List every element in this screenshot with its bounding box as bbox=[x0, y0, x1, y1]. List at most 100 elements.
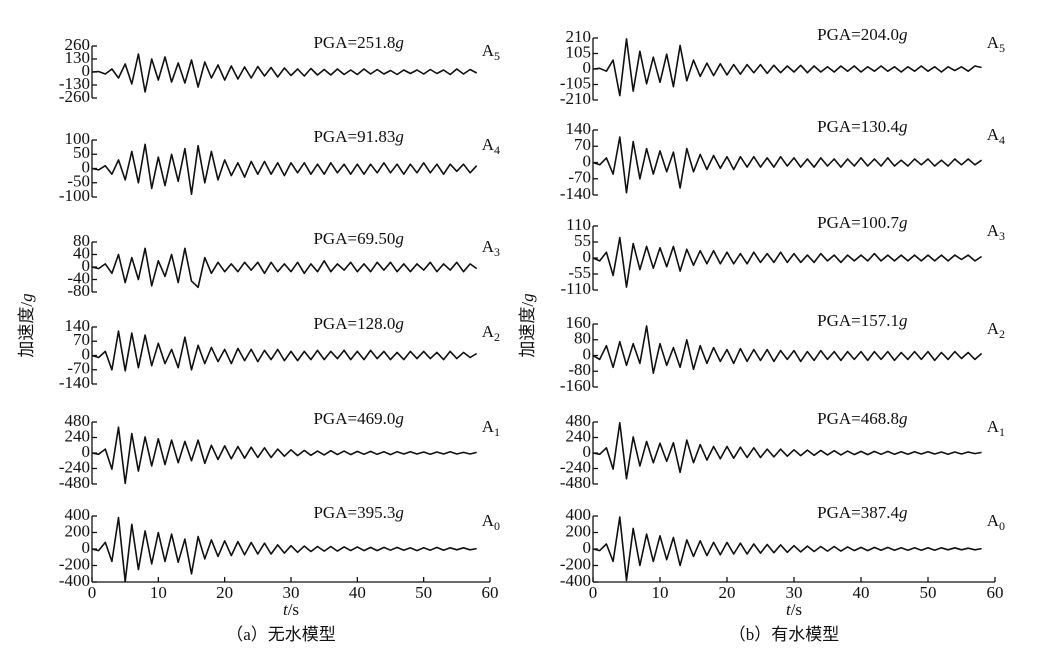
y-tick-label: 140 bbox=[566, 119, 592, 138]
pga-annotation: PGA=251.8g bbox=[313, 33, 403, 52]
x-axis-label: t/s bbox=[786, 600, 802, 619]
y-tick-label: -80 bbox=[568, 360, 591, 379]
x-tick-label: 50 bbox=[415, 583, 432, 602]
acceleration-trace bbox=[592, 422, 982, 480]
y-tick-label: -105 bbox=[560, 73, 591, 92]
x-tick-label: 10 bbox=[150, 583, 167, 602]
y-tick-label: 100 bbox=[65, 129, 91, 148]
y-tick-label: -55 bbox=[568, 263, 591, 282]
x-tick-label: 0 bbox=[589, 583, 598, 602]
station-label: A5 bbox=[482, 41, 500, 63]
y-tick-label: -100 bbox=[59, 186, 90, 205]
y-tick-label: 50 bbox=[73, 143, 90, 162]
y-tick-label: 480 bbox=[566, 411, 592, 430]
pga-annotation: PGA=468.8g bbox=[817, 409, 907, 428]
y-tick-label: 0 bbox=[82, 256, 91, 275]
station-label: A4 bbox=[482, 135, 500, 157]
y-tick-label: 160 bbox=[566, 313, 592, 332]
pga-annotation: PGA=395.3g bbox=[313, 503, 403, 522]
pga-annotation: PGA=100.7g bbox=[817, 213, 907, 232]
x-tick-label: 20 bbox=[216, 583, 233, 602]
y-tick-label: -140 bbox=[59, 373, 90, 392]
y-tick-label: -260 bbox=[59, 87, 90, 106]
y-tick-label: 0 bbox=[583, 442, 592, 461]
pga-annotation: PGA=204.0g bbox=[817, 25, 907, 44]
y-tick-label: 0 bbox=[583, 58, 592, 77]
y-tick-label: 0 bbox=[583, 247, 592, 266]
acceleration-trace bbox=[592, 236, 983, 288]
pga-annotation: PGA=91.83g bbox=[313, 127, 403, 146]
x-tick-label: 40 bbox=[349, 583, 366, 602]
y-tick-label: -400 bbox=[560, 571, 591, 590]
y-tick-label: -130 bbox=[59, 74, 90, 93]
y-tick-label: 55 bbox=[574, 231, 591, 250]
station-label: A1 bbox=[987, 417, 1005, 439]
pga-annotation: PGA=387.4g bbox=[817, 503, 907, 522]
y-tick-label: 105 bbox=[566, 42, 592, 61]
pga-annotation: PGA=130.4g bbox=[817, 117, 907, 136]
y-tick-label: 260 bbox=[65, 35, 91, 54]
x-tick-label: 30 bbox=[283, 583, 300, 602]
y-tick-label: 240 bbox=[566, 426, 592, 445]
y-tick-label: -240 bbox=[560, 457, 591, 476]
y-tick-label: -200 bbox=[59, 554, 90, 573]
acceleration-trace bbox=[592, 136, 983, 194]
y-tick-label: -240 bbox=[59, 457, 90, 476]
station-label: A5 bbox=[987, 33, 1005, 55]
pga-annotation: PGA=128.0g bbox=[313, 314, 403, 333]
acceleration-trace bbox=[91, 143, 478, 195]
station-label: A2 bbox=[987, 319, 1005, 341]
y-tick-label: -50 bbox=[67, 172, 90, 191]
station-label: A0 bbox=[987, 511, 1005, 533]
y-tick-label: 0 bbox=[583, 538, 592, 557]
y-tick-label: 200 bbox=[65, 521, 91, 540]
y-tick-label: -110 bbox=[560, 279, 591, 298]
y-tick-label: 480 bbox=[65, 411, 91, 430]
pga-annotation: PGA=69.50g bbox=[313, 229, 403, 248]
x-tick-label: 10 bbox=[652, 583, 669, 602]
y-tick-label: 0 bbox=[583, 151, 592, 170]
y-tick-label: 0 bbox=[82, 442, 91, 461]
x-tick-label: 50 bbox=[920, 583, 937, 602]
acceleration-trace bbox=[91, 247, 478, 289]
x-tick-label: 20 bbox=[719, 583, 736, 602]
y-tick-label: 110 bbox=[566, 215, 591, 234]
x-tick-label: 0 bbox=[88, 583, 97, 602]
y-axis-label: 加速度/g bbox=[17, 293, 36, 357]
y-tick-label: 400 bbox=[566, 505, 592, 524]
y-tick-label: 0 bbox=[82, 61, 91, 80]
y-tick-label: 0 bbox=[82, 157, 91, 176]
y-tick-label: 80 bbox=[73, 231, 90, 250]
x-axis-label: t/s bbox=[283, 600, 299, 619]
station-label: A0 bbox=[482, 511, 500, 533]
y-axis-label: 加速度/g bbox=[518, 293, 537, 357]
y-tick-label: -140 bbox=[560, 184, 591, 203]
acceleration-trace bbox=[91, 53, 478, 93]
y-tick-label: 0 bbox=[82, 344, 91, 363]
y-tick-label: -70 bbox=[67, 359, 90, 378]
x-tick-label: 60 bbox=[482, 583, 499, 602]
y-tick-label: 130 bbox=[65, 48, 91, 67]
y-tick-label: 400 bbox=[65, 505, 91, 524]
acceleration-trace bbox=[91, 426, 477, 485]
y-tick-label: 0 bbox=[82, 538, 91, 557]
panel-caption: （a）无水模型 bbox=[226, 625, 336, 644]
acceleration-trace bbox=[592, 325, 983, 374]
y-tick-label: -400 bbox=[59, 571, 90, 590]
y-tick-label: 70 bbox=[574, 135, 591, 154]
pga-annotation: PGA=469.0g bbox=[313, 409, 403, 428]
y-tick-label: -160 bbox=[560, 376, 591, 395]
x-tick-label: 30 bbox=[786, 583, 803, 602]
station-label: A2 bbox=[482, 322, 500, 344]
y-tick-label: 70 bbox=[73, 330, 90, 349]
acceleration-trace bbox=[592, 516, 982, 582]
acceleration-trace bbox=[592, 38, 982, 97]
y-tick-label: -70 bbox=[568, 168, 591, 187]
y-tick-label: 210 bbox=[566, 27, 592, 46]
y-tick-label: 140 bbox=[65, 316, 91, 335]
y-tick-label: -480 bbox=[59, 473, 90, 492]
y-tick-label: 80 bbox=[574, 329, 591, 348]
y-tick-label: 240 bbox=[65, 426, 91, 445]
y-tick-label: -210 bbox=[560, 89, 591, 108]
